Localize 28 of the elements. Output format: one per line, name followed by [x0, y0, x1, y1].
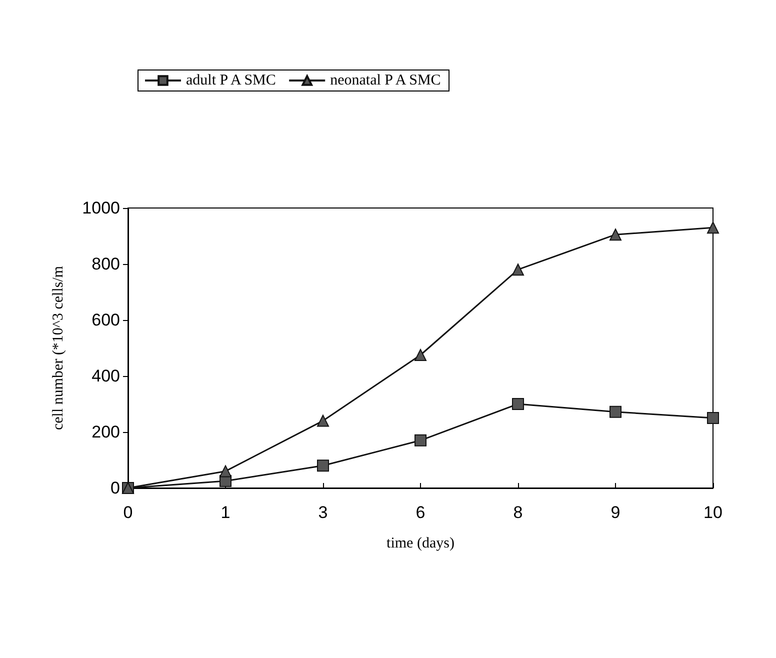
- x-tick-label: 8: [513, 503, 523, 522]
- y-axis-title: cell number (*10^3 cells/m: [50, 266, 66, 430]
- point: [610, 228, 622, 241]
- x-tick-label: 6: [416, 503, 426, 522]
- y-tick-label: 800: [92, 254, 120, 274]
- y-tick-label: 600: [92, 310, 120, 330]
- point: [220, 465, 232, 478]
- point: [610, 406, 622, 418]
- y-tick-label: 200: [92, 422, 120, 442]
- x-tick-label: 0: [123, 503, 133, 522]
- legend-label: adult P A SMC: [186, 72, 276, 88]
- point: [317, 414, 329, 427]
- x-tick-label: 3: [318, 503, 328, 522]
- y-tick-label: 400: [92, 366, 120, 386]
- legend-label: neonatal P A SMC: [330, 72, 441, 88]
- point: [317, 460, 329, 472]
- y-tick-label: 1000: [82, 198, 120, 218]
- point: [414, 434, 426, 446]
- point: [512, 398, 524, 410]
- x-tick-label: 10: [704, 503, 722, 522]
- point: [707, 412, 719, 424]
- y-tick-label: 0: [110, 478, 120, 498]
- x-axis-title: time (days): [386, 536, 454, 552]
- point: [707, 222, 719, 234]
- point: [512, 264, 524, 276]
- x-tick-label: 1: [220, 503, 230, 522]
- x-tick-label: 9: [610, 503, 620, 522]
- point: [414, 349, 426, 361]
